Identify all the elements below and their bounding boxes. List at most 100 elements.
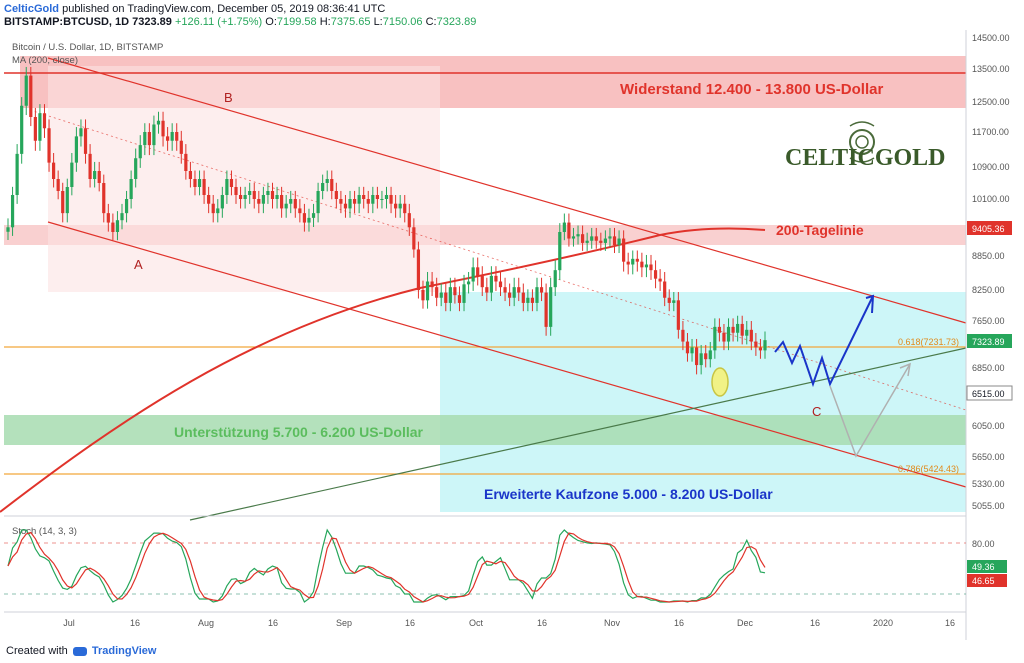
candle-body — [699, 353, 703, 366]
candle-body — [79, 128, 83, 137]
candle-body — [325, 179, 329, 183]
y-tick-label: 6050.00 — [972, 421, 1005, 431]
candle-body — [61, 191, 65, 214]
low-value: 7150.06 — [382, 16, 423, 28]
candle-body — [366, 199, 370, 204]
ma-price-tag: 9405.36 — [967, 221, 1012, 235]
ma-legend: MA (200, close) — [12, 55, 78, 66]
candle-body — [736, 323, 740, 333]
candle-body — [526, 297, 530, 303]
candle-body — [229, 179, 234, 187]
candle-body — [52, 162, 56, 179]
y-tick-label: 7650.00 — [972, 316, 1005, 326]
y-tick-label: 10100.00 — [972, 194, 1010, 204]
candle-body — [521, 292, 525, 303]
h-label: H: — [319, 16, 331, 28]
candle-body — [24, 75, 28, 106]
candle-body — [476, 267, 480, 276]
y-tick-label: 10900.00 — [972, 162, 1010, 172]
candle-body — [498, 281, 503, 288]
wave-c-label: C — [812, 404, 821, 419]
candle-body — [517, 287, 521, 293]
y-tick-label: 13500.00 — [972, 64, 1010, 74]
candle-body — [74, 136, 79, 163]
candle-body — [549, 287, 553, 327]
candle-body — [202, 179, 206, 195]
close-value: 7323.89 — [436, 16, 477, 28]
candle-body — [649, 264, 653, 271]
candle-body — [357, 195, 361, 204]
channel-lower — [47, 221, 967, 488]
candle-body — [558, 232, 562, 271]
level-price-tag: 6515.00 — [966, 385, 1013, 401]
candle-body — [640, 261, 644, 268]
candle-body — [42, 113, 47, 129]
candle-body — [152, 124, 156, 146]
alt-forecast-path — [829, 363, 911, 458]
candle-body — [197, 179, 202, 187]
candle-body — [576, 234, 580, 237]
candle-body — [612, 236, 617, 246]
candle-body — [580, 234, 585, 243]
candle-body — [56, 179, 60, 191]
x-tick-label: Nov — [604, 618, 621, 628]
candle-body — [731, 326, 735, 333]
candle-body — [503, 287, 507, 293]
channel-mid — [29, 109, 967, 411]
candle-body — [439, 292, 443, 298]
candle-body — [626, 261, 630, 265]
candle-body — [65, 187, 69, 214]
candle-body — [70, 162, 74, 187]
candle-body — [389, 195, 393, 204]
candle-body — [740, 323, 744, 336]
last-price: 7323.89 — [132, 16, 172, 28]
candle-body — [33, 117, 37, 141]
candle-body — [88, 153, 92, 179]
c-label: C: — [425, 16, 437, 28]
resistance-label: Widerstand 12.400 - 13.800 US-Dollar — [620, 81, 883, 98]
candle-body — [425, 281, 430, 301]
candle-body — [115, 220, 120, 232]
candle-body — [193, 179, 197, 187]
candle-body — [530, 297, 535, 303]
y-tick-label: 6850.00 — [972, 363, 1005, 373]
candle-body — [138, 145, 142, 159]
candle-body — [539, 287, 544, 293]
channel-fill — [48, 66, 440, 292]
candle-body — [448, 287, 452, 303]
candle-body — [708, 350, 712, 360]
candle-body — [754, 341, 758, 348]
chart-title: Bitcoin / U.S. Dollar, 1D, BITSTAMP — [12, 42, 163, 53]
symbol: BITSTAMP:BTCUSD, 1D — [4, 16, 130, 28]
candles — [6, 66, 767, 375]
buy-zone — [440, 292, 966, 512]
price-chart[interactable]: Widerstand 12.400 - 13.800 US-Dollar 200… — [0, 30, 1024, 640]
author-name[interactable]: CelticGold — [4, 3, 60, 15]
footer-brand[interactable]: TradingView — [91, 645, 157, 657]
candle-body — [758, 347, 763, 351]
candle-body — [211, 203, 215, 214]
candle-body — [421, 290, 425, 301]
candle-body — [266, 191, 270, 195]
support-label: Unterstützung 5.700 - 6.200 US-Dollar — [174, 424, 424, 440]
y-tick-label: 5650.00 — [972, 452, 1005, 462]
candle-body — [238, 195, 243, 199]
candle-body — [261, 195, 265, 204]
candle-body — [330, 179, 334, 191]
candle-body — [188, 171, 193, 179]
candle-body — [553, 270, 557, 288]
y-axis: 14500.00 13500.00 12500.00 11700.00 10900.00… — [972, 33, 1010, 511]
candle-body — [622, 238, 626, 262]
change: +126.11 (+1.75%) — [174, 16, 263, 28]
o-label: O: — [265, 16, 277, 28]
x-tick-label: 16 — [945, 618, 955, 628]
support-zone — [4, 415, 966, 445]
candle-body — [275, 195, 279, 199]
candle-body — [631, 258, 635, 265]
candle-body — [658, 278, 662, 282]
candle-body — [603, 238, 607, 243]
svg-text:CELTICGOLD: CELTICGOLD — [785, 145, 946, 171]
x-tick-label: Jul — [63, 618, 75, 628]
candle-body — [170, 132, 174, 141]
candle-body — [394, 203, 398, 209]
